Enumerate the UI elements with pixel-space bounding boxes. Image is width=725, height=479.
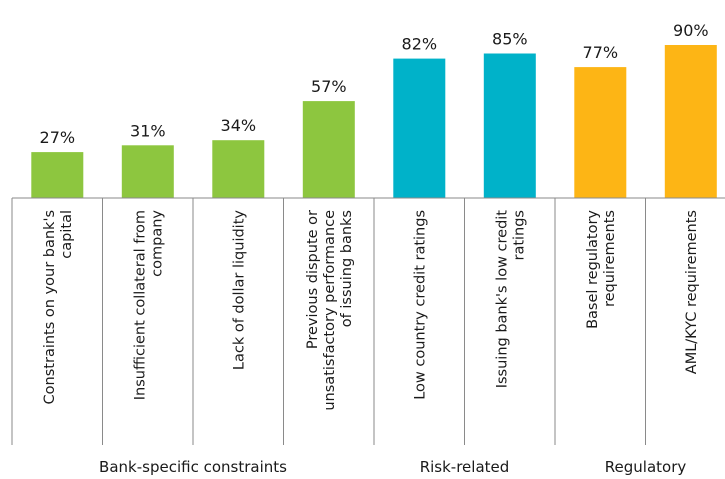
value-label-8: 90% xyxy=(673,21,709,40)
category-label-line: ratings xyxy=(511,210,527,261)
bar-8 xyxy=(664,45,717,198)
group-labels-layer: Bank-specific constraints Risk-related Reg… xyxy=(99,458,686,476)
bar-7 xyxy=(574,67,627,198)
category-label-line: Basel regulatory xyxy=(585,210,601,329)
bar-1 xyxy=(31,152,84,198)
category-label-line: Lack of dollar liquidity xyxy=(231,210,247,371)
category-label-2: Insufficient collateral from company xyxy=(132,210,165,401)
category-label-line: Issuing bank's low credit xyxy=(494,210,510,389)
category-label-line: Previous dispute or xyxy=(305,210,321,349)
category-label-4: Previous dispute or unsatisfactory perfor… xyxy=(305,210,355,411)
category-label-7: Basel regulatory requirements xyxy=(585,210,618,329)
category-label-1: Constraints on your bank's capital xyxy=(42,210,75,404)
group-label-2: Risk-related xyxy=(420,458,510,476)
value-labels-layer: 27% 31% 34% 57% 82% 85% 77% 90% xyxy=(40,21,709,147)
bar-6 xyxy=(483,53,536,198)
value-label-3: 34% xyxy=(221,116,257,135)
group-label-1: Bank-specific constraints xyxy=(99,458,287,476)
bar-2 xyxy=(121,145,174,198)
category-label-line: AML/KYC requirements xyxy=(684,210,700,374)
category-label-line: Constraints on your bank's xyxy=(42,210,58,404)
bar-3 xyxy=(212,140,265,198)
category-label-line: Low country credit ratings xyxy=(412,210,428,400)
category-label-line: unsatisfactory performance xyxy=(322,210,338,411)
value-label-6: 85% xyxy=(492,30,528,49)
category-label-6: Issuing bank's low credit ratings xyxy=(494,210,527,389)
category-label-line: company xyxy=(149,210,165,277)
category-label-line: requirements xyxy=(602,210,618,307)
value-label-2: 31% xyxy=(130,121,166,140)
bars-layer xyxy=(31,45,717,198)
value-label-7: 77% xyxy=(583,43,619,62)
value-label-4: 57% xyxy=(311,77,347,96)
category-label-line: of issuing banks xyxy=(339,210,355,327)
category-label-line: Insufficient collateral from xyxy=(132,210,148,400)
value-label-1: 27% xyxy=(40,128,76,147)
category-label-5: Low country credit ratings xyxy=(412,210,428,400)
bar-4 xyxy=(302,101,355,198)
bar-5 xyxy=(393,58,446,198)
x-axis xyxy=(11,197,725,445)
value-label-5: 82% xyxy=(402,35,438,54)
category-label-8: AML/KYC requirements xyxy=(684,210,700,374)
category-labels-layer: Constraints on your bank's capital Insuffi… xyxy=(42,210,700,411)
group-label-3: Regulatory xyxy=(605,458,687,476)
category-label-3: Lack of dollar liquidity xyxy=(231,210,247,371)
category-label-line: capital xyxy=(59,210,75,259)
